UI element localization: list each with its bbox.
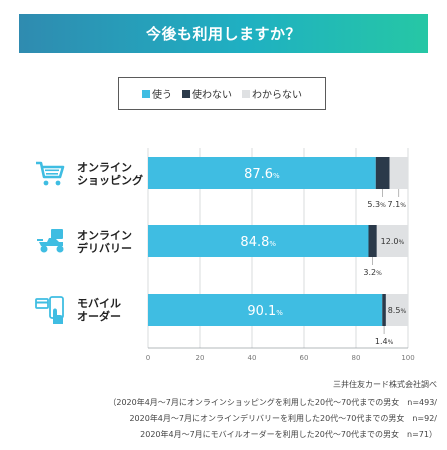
delivery-scooter-icon [37,229,64,253]
legend-label-not-use: 使わない [192,90,232,101]
bar-segment [389,157,408,189]
source-note: 三井住友カード株式会社調べ [333,380,437,389]
legend: 使う 使わない わからない [118,77,326,110]
data-label-use: 84.8% [240,235,276,250]
category-label-online-shopping: オンライン ショッピング [77,161,143,187]
bar-segment [376,225,408,257]
x-tick-label: 40 [248,354,257,362]
data-label-use: 90.1% [247,304,283,319]
footnote-line-1: （2020年4月～7月にオンラインショッピングを利用した20代～70代までの男女… [108,398,437,407]
bar-segment [382,294,386,326]
x-tick-label: 80 [352,354,361,362]
data-label-not-use: 1.4% [375,337,394,346]
footnote-line-3: 2020年4月～7月にモバイルオーダーを利用した20代～70代までの男女 n=7… [140,430,437,439]
bar-segment [148,225,369,257]
bar-segment [148,157,376,189]
bar-segment [375,157,390,189]
x-tick-label: 0 [146,354,150,362]
data-label-not-use: 5.3% [367,200,386,209]
data-label-not-use: 3.2% [363,268,382,277]
chart-title: 今後も利用しますか？ [145,25,301,43]
data-label-unknown: 12.0% [381,237,405,246]
x-tick-label: 20 [196,354,205,362]
title-banner: 今後も利用しますか？ [19,14,428,53]
category-label-mobile-order: モバイル オーダー [77,297,121,323]
legend-swatch-use [142,89,150,98]
mobile-order-icon [35,296,64,324]
legend-item-unknown: わからない [242,86,302,101]
legend-swatch-not-use [182,89,190,98]
legend-swatch-unknown [242,89,250,98]
bar-segment [368,225,377,257]
data-label-use: 87.6% [244,167,280,182]
bar-segment [385,294,408,326]
x-tick-label: 100 [401,354,414,362]
legend-item-not-use: 使わない [182,86,232,101]
x-tick-label: 60 [300,354,309,362]
legend-label-use: 使う [152,90,172,101]
bar-segment [148,294,383,326]
shopping-cart-icon [36,161,65,186]
legend-item-use: 使う [142,86,172,101]
legend-label-unknown: わからない [252,90,302,101]
footnote-line-2: 2020年4月～7月にオンラインデリバリーを利用した20代～70代までの男女 n… [129,414,437,423]
data-label-unknown: 7.1% [388,200,407,209]
category-label-online-delivery: オンライン デリバリー [77,229,132,255]
data-label-unknown: 8.5% [388,306,407,315]
